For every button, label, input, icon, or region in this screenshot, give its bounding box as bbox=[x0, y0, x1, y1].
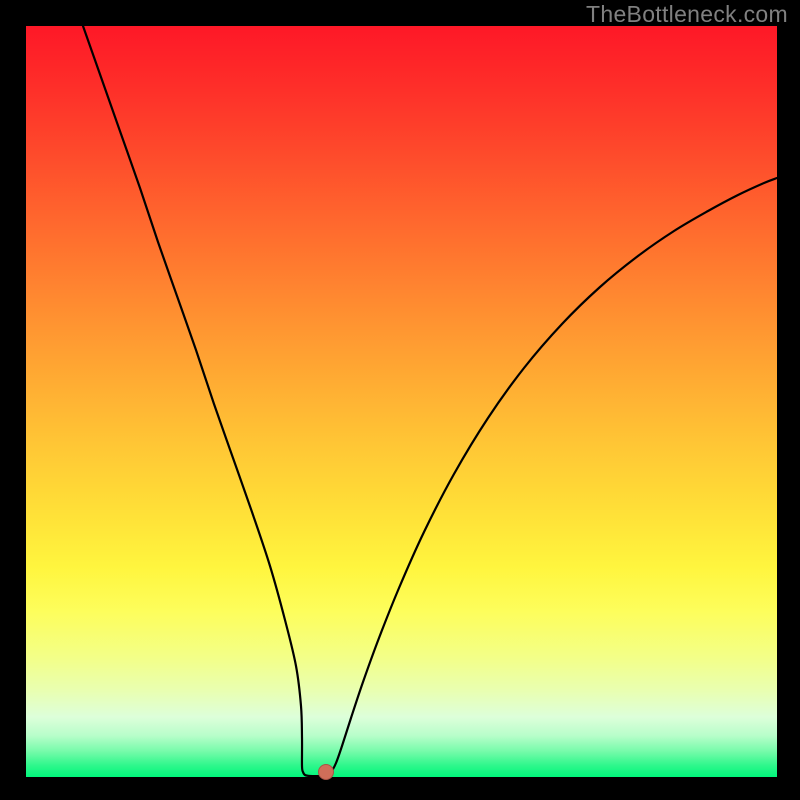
optimal-point-marker bbox=[318, 764, 334, 780]
figure-container: TheBottleneck.com bbox=[0, 0, 800, 800]
watermark-label: TheBottleneck.com bbox=[586, 1, 788, 28]
bottleneck-curve bbox=[26, 26, 777, 777]
bottleneck-chart bbox=[26, 26, 777, 777]
